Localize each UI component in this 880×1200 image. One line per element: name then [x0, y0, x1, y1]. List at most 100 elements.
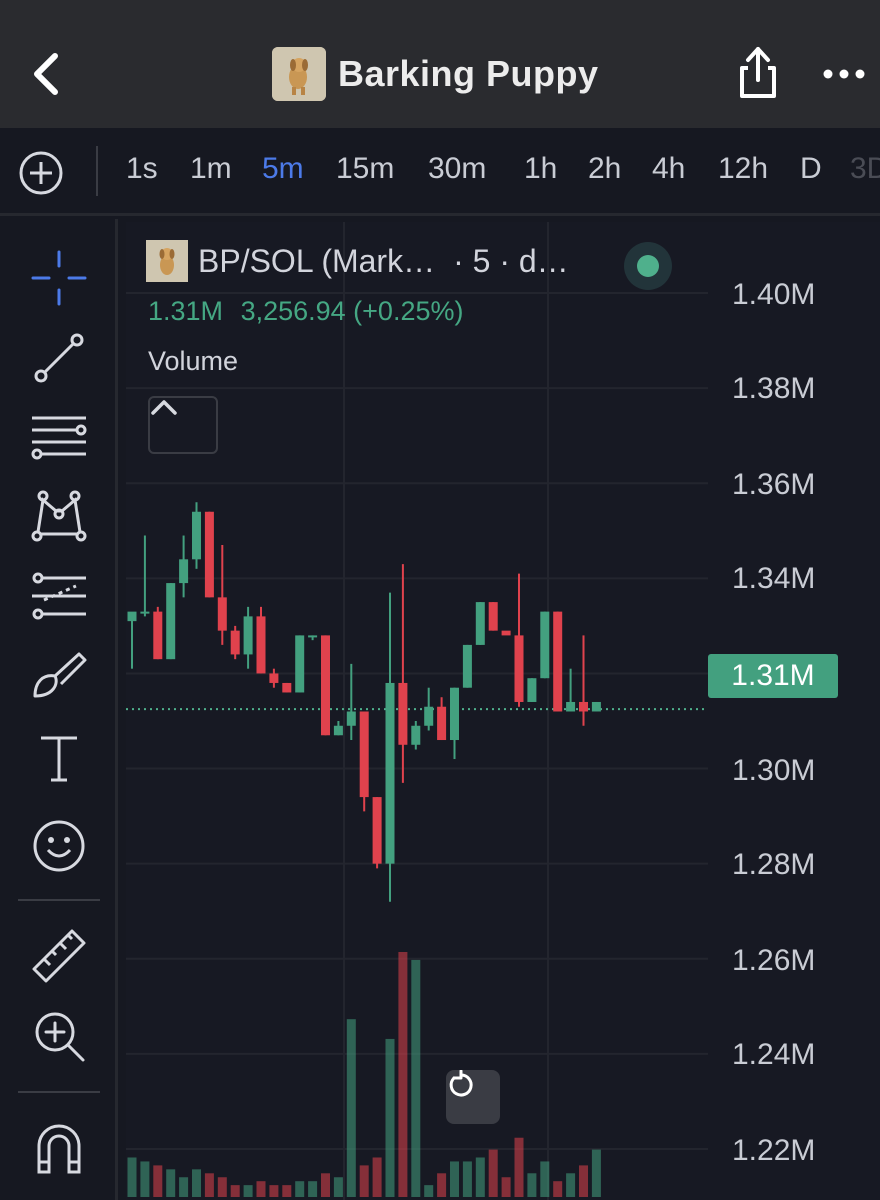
brush-tool[interactable]	[26, 643, 92, 709]
chart-canvas[interactable]	[126, 222, 880, 1200]
candle-body	[553, 611, 563, 712]
candle-body	[450, 687, 459, 741]
chevron-up-icon	[151, 400, 177, 415]
candle-body	[385, 682, 395, 864]
trend-line-icon	[34, 333, 84, 383]
price-axis-label: 1.24M	[732, 1038, 816, 1071]
volume-bar	[462, 1161, 472, 1197]
pattern-tool[interactable]	[26, 483, 92, 549]
volume-bar	[359, 1165, 369, 1197]
page-title: Barking Puppy	[338, 53, 599, 94]
candle-body	[411, 725, 421, 745]
volume-bar	[217, 1177, 227, 1197]
candle-body	[308, 635, 318, 638]
candle-body	[527, 678, 537, 702]
volume-bar	[179, 1177, 189, 1197]
candle-body	[166, 583, 176, 660]
candle-body	[579, 701, 588, 712]
timeframe-5m[interactable]: 5m	[262, 152, 304, 185]
legend-last-value: 1.31M	[148, 296, 224, 326]
candle-body	[514, 635, 524, 702]
emoji-tool[interactable]	[26, 813, 92, 879]
share-button[interactable]	[734, 44, 782, 102]
candle-body	[566, 701, 576, 712]
volume-bar	[591, 1149, 601, 1197]
horizontal-lines-icon	[31, 416, 87, 460]
price-axis-label: 1.22M	[732, 1134, 816, 1167]
timeframe-1m[interactable]: 1m	[190, 152, 232, 185]
add-indicator-button[interactable]	[18, 150, 64, 196]
price-axis-label: 1.30M	[732, 754, 816, 787]
candle-body	[217, 597, 227, 631]
candle-body	[488, 602, 498, 631]
volume-bar	[295, 1181, 305, 1197]
timeframe-4h[interactable]: 4h	[652, 152, 686, 185]
volume-bar	[424, 1185, 434, 1197]
share-icon	[740, 47, 776, 98]
timeframe-15m[interactable]: 15m	[336, 152, 395, 185]
volume-bar	[488, 1149, 498, 1197]
candle-body	[424, 706, 434, 726]
timeframe-3d[interactable]: 3D	[850, 152, 880, 185]
crosshair-tool[interactable]	[26, 245, 92, 311]
price-axis-label: 1.38M	[732, 372, 816, 405]
candle-body	[204, 511, 214, 598]
candle-body	[475, 602, 485, 645]
drawing-toolbar	[0, 219, 118, 1200]
volume-bar	[204, 1173, 214, 1197]
volume-bar	[308, 1181, 318, 1197]
candle-body	[140, 611, 150, 614]
timeframe-d[interactable]: D	[800, 152, 822, 185]
volume-bar	[579, 1165, 588, 1197]
price-chart[interactable]: BP/SOL (Mark… · 5 · d… 1.31M 3,256.94 (+…	[126, 222, 880, 1200]
volume-bar	[566, 1173, 576, 1197]
fib-levels-tool[interactable]	[26, 563, 92, 629]
market-status-indicator[interactable]	[624, 242, 672, 290]
candle-body	[243, 616, 253, 655]
volume-bar	[527, 1173, 537, 1197]
volume-bar	[153, 1165, 163, 1197]
crosshair-icon	[31, 250, 87, 306]
candle-body	[127, 611, 137, 622]
candle-body	[372, 797, 382, 864]
timeframe-divider	[96, 146, 98, 196]
back-button[interactable]	[24, 48, 68, 100]
magnet-tool[interactable]	[26, 1115, 92, 1181]
timeframe-30m[interactable]: 30m	[428, 152, 487, 185]
emoji-icon	[33, 820, 85, 872]
zoom-in-tool[interactable]	[26, 1003, 92, 1069]
candle-body	[591, 701, 601, 712]
trend-line-tool[interactable]	[26, 325, 92, 391]
timeframe-12h[interactable]: 12h	[718, 152, 769, 185]
legend-interval: · 5 · d…	[453, 242, 569, 279]
volume-bar	[540, 1161, 550, 1197]
collapse-legend-button[interactable]	[148, 396, 218, 454]
chart-legend[interactable]: BP/SOL (Mark… · 5 · d…	[146, 240, 569, 282]
chevron-left-icon	[34, 53, 58, 95]
volume-indicator-label[interactable]: Volume	[148, 346, 239, 376]
toolbar-divider	[18, 1091, 100, 1093]
volume-bar	[256, 1181, 266, 1197]
legend-change: 3,256.94 (+0.25%)	[240, 296, 464, 326]
volume-bar	[411, 959, 421, 1197]
price-axis-label: 1.36M	[732, 468, 816, 501]
ruler-tool[interactable]	[26, 923, 92, 989]
candle-body	[359, 711, 369, 798]
horizontal-lines-tool[interactable]	[26, 403, 92, 469]
candle-body	[462, 644, 472, 688]
timeframe-1s[interactable]: 1s	[126, 152, 158, 185]
reset-chart-button[interactable]	[446, 1070, 500, 1124]
volume-bar	[321, 1173, 330, 1197]
legend-token-avatar	[146, 240, 188, 282]
timeframe-2h[interactable]: 2h	[588, 152, 622, 185]
candle-body	[153, 611, 163, 660]
more-options-button[interactable]	[820, 56, 868, 92]
token-title[interactable]: Barking Puppy	[272, 46, 599, 102]
zoom-in-icon	[35, 1012, 85, 1062]
candle-body	[230, 630, 240, 655]
volume-bar	[553, 1181, 563, 1197]
plus-circle-icon	[19, 151, 63, 195]
text-tool[interactable]	[26, 725, 92, 791]
timeframe-1h[interactable]: 1h	[524, 152, 558, 185]
